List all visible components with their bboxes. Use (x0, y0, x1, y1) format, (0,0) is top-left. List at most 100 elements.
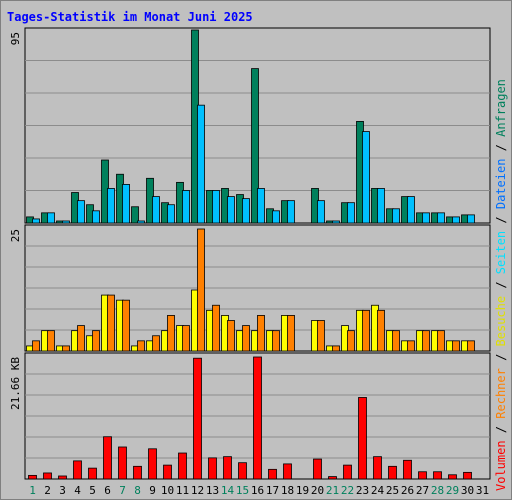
day-label: 14 (221, 484, 235, 497)
bar-rechner-day-26 (407, 340, 415, 352)
y-max-label: 21.66 KB (9, 357, 22, 410)
day-label: 30 (461, 484, 474, 497)
bar-dateien-day-4 (77, 200, 85, 224)
bar-volumen-day-8 (133, 465, 142, 480)
day-label: 16 (251, 484, 264, 497)
bar-volumen-day-23 (358, 397, 367, 480)
day-label: 17 (266, 484, 279, 497)
day-label: 31 (476, 484, 489, 497)
bar-rechner-day-6 (107, 294, 115, 352)
bar-dateien-day-17 (272, 210, 280, 224)
bar-volumen-day-17 (268, 468, 277, 480)
day-label: 5 (89, 484, 96, 497)
day-label: 19 (296, 484, 309, 497)
bar-volumen-day-7 (118, 446, 127, 480)
bar-dateien-day-30 (467, 214, 475, 224)
bar-rechner-day-3 (62, 345, 70, 352)
bar-rechner-day-2 (47, 330, 55, 352)
bar-dateien-day-24 (377, 188, 385, 224)
day-label: 9 (149, 484, 156, 497)
bar-dateien-day-15 (242, 198, 250, 224)
bar-dateien-day-10 (167, 204, 175, 224)
bar-rechner-day-7 (122, 299, 130, 352)
bar-anfragen-day-16 (251, 68, 259, 224)
bar-rechner-day-13 (212, 304, 220, 352)
bar-rechner-day-1 (32, 340, 40, 352)
bar-volumen-day-13 (208, 457, 217, 480)
day-label: 8 (134, 484, 141, 497)
bar-volumen-day-30 (463, 471, 472, 480)
day-label: 28 (431, 484, 444, 497)
bar-dateien-day-6 (107, 188, 115, 224)
day-label: 18 (281, 484, 294, 497)
bar-rechner-day-14 (227, 320, 235, 352)
bar-rechner-day-8 (137, 340, 145, 352)
bar-rechner-day-20 (317, 320, 325, 352)
day-label: 7 (119, 484, 126, 497)
day-label: 12 (191, 484, 204, 497)
bar-rechner-day-5 (92, 330, 100, 352)
day-label: 3 (59, 484, 66, 497)
bar-volumen-day-12 (193, 357, 202, 480)
bar-dateien-day-7 (122, 183, 130, 224)
legend-bottom: Volumen / Rechner / Besuche / Seiten / D… (494, 79, 508, 491)
day-label: 1 (29, 484, 36, 497)
bar-dateien-day-5 (92, 210, 100, 224)
chart-title: Tages-Statistik im Monat Juni 2025 (7, 10, 253, 24)
day-label: 24 (371, 484, 385, 497)
bar-volumen-day-14 (223, 456, 232, 480)
day-label: 20 (311, 484, 324, 497)
day-label: 29 (446, 484, 459, 497)
day-label: 15 (236, 484, 249, 497)
day-label: 26 (401, 484, 414, 497)
panel-visits: 25 (9, 224, 491, 352)
bar-volumen-day-28 (433, 471, 442, 480)
bar-rechner-day-16 (257, 315, 265, 352)
bar-volumen-day-15 (238, 462, 247, 480)
bar-dateien-day-26 (407, 196, 415, 224)
bar-rechner-day-24 (377, 309, 385, 352)
bar-rechner-day-4 (77, 325, 85, 352)
bar-dateien-day-18 (287, 200, 295, 224)
bar-volumen-day-22 (343, 464, 352, 480)
bar-dateien-day-14 (227, 196, 235, 224)
bar-dateien-day-27 (422, 212, 430, 224)
bar-rechner-day-29 (452, 340, 460, 352)
bar-dateien-day-20 (317, 200, 325, 224)
bar-volumen-day-11 (178, 452, 187, 480)
bar-dateien-day-29 (452, 216, 460, 224)
day-label: 22 (341, 484, 354, 497)
bar-rechner-day-30 (467, 340, 475, 352)
bar-volumen-day-6 (103, 436, 112, 480)
bar-rechner-day-9 (152, 335, 160, 352)
day-label: 27 (416, 484, 429, 497)
bar-rechner-day-21 (332, 345, 340, 352)
bar-volumen-day-4 (73, 460, 82, 480)
bar-volumen-day-20 (313, 458, 322, 480)
y-max-label: 25 (9, 229, 22, 242)
bar-volumen-day-18 (283, 463, 292, 480)
bar-dateien-day-9 (152, 196, 160, 224)
bar-volumen-day-3 (58, 475, 67, 480)
bar-dateien-day-22 (347, 202, 355, 224)
bar-rechner-day-27 (422, 330, 430, 352)
bar-volumen-day-2 (43, 472, 52, 480)
day-label: 4 (74, 484, 81, 497)
day-label: 25 (386, 484, 399, 497)
day-label: 2 (44, 484, 51, 497)
day-label: 13 (206, 484, 219, 497)
bar-dateien-day-12 (197, 104, 205, 224)
bar-dateien-day-8 (137, 220, 145, 224)
bar-volumen-day-24 (373, 456, 382, 480)
day-label: 11 (176, 484, 189, 497)
bar-volumen-day-10 (163, 464, 172, 480)
bar-rechner-day-28 (437, 330, 445, 352)
bar-dateien-day-3 (62, 220, 70, 224)
bar-dateien-day-23 (362, 131, 370, 224)
y-max-label: 95 (9, 32, 22, 45)
bar-rechner-day-12 (197, 228, 205, 352)
bar-rechner-day-25 (392, 330, 400, 352)
bar-volumen-day-21 (328, 476, 337, 480)
day-label: 23 (356, 484, 369, 497)
